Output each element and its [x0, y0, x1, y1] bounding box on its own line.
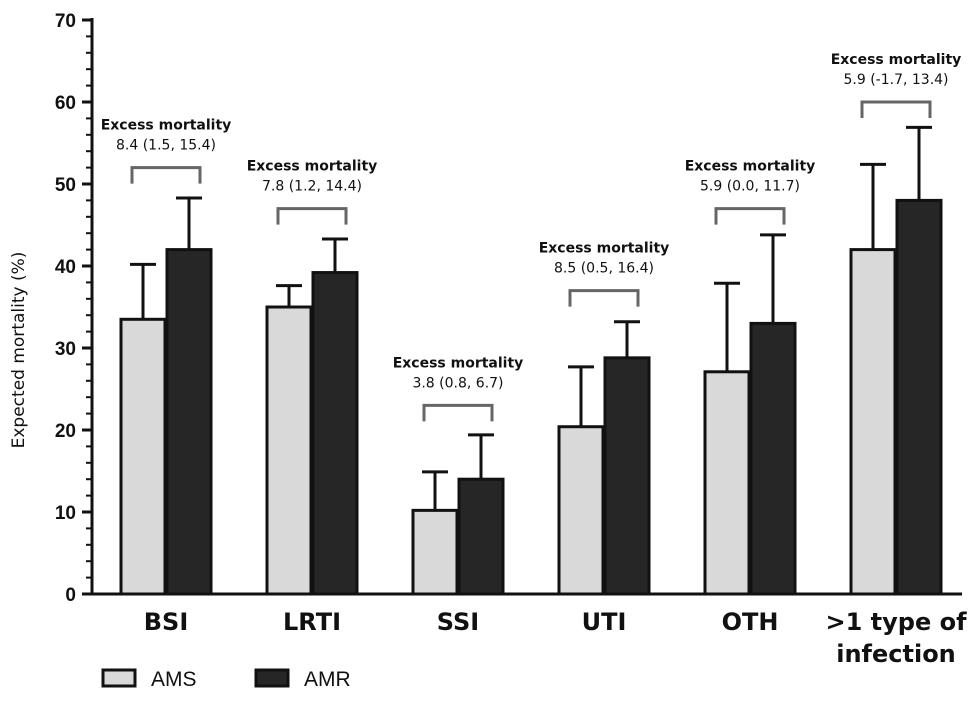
x-tick-label: infection — [836, 640, 956, 668]
y-tick-label: 50 — [55, 175, 76, 196]
excess-mortality-title: Excess mortality — [685, 159, 816, 175]
excess-mortality-value: 3.8 (0.8, 6.7) — [412, 375, 503, 391]
bar-amr — [895, 198, 943, 596]
y-tick-label: 30 — [55, 339, 76, 360]
bar-amr — [311, 271, 359, 596]
excess-mortality-title: Excess mortality — [393, 355, 524, 371]
bar-ams — [557, 425, 605, 596]
excess-mortality-bracket — [860, 100, 932, 118]
excess-mortality-title: Excess mortality — [539, 241, 670, 257]
excess-mortality-title: Excess mortality — [101, 118, 232, 134]
bar-amr — [457, 477, 505, 596]
x-tick-label: UTI — [582, 608, 627, 636]
bar-ams — [265, 305, 313, 596]
annotations: 8.4 (1.5, 15.4) Excess mortality 7.8 (1.2,… — [101, 52, 962, 422]
x-tick-label: OTH — [722, 608, 779, 636]
y-tick-label: 10 — [55, 503, 76, 524]
y-tick-label: 60 — [55, 93, 76, 114]
excess-mortality-bracket — [568, 289, 640, 307]
excess-mortality-value: 8.5 (0.5, 16.4) — [554, 261, 654, 277]
bar-ams — [119, 317, 167, 596]
legend-label-ams: AMS — [151, 668, 197, 691]
excess-mortality-title: Excess mortality — [247, 159, 378, 175]
excess-mortality-value: 5.9 (0.0, 11.7) — [700, 179, 800, 195]
bar-amr — [603, 356, 651, 596]
bar-ams — [411, 508, 459, 596]
bar-ams — [703, 370, 751, 596]
excess-mortality-bracket — [714, 207, 786, 225]
bar-amr — [165, 248, 213, 596]
x-tick-label: LRTI — [283, 608, 341, 636]
excess-mortality-bracket — [276, 207, 348, 225]
excess-mortality-title: Excess mortality — [831, 52, 962, 68]
y-tick-label: 20 — [55, 421, 76, 442]
bar-amr — [749, 321, 797, 596]
excess-mortality-value: 8.4 (1.5, 15.4) — [116, 138, 216, 154]
excess-mortality-bracket — [130, 166, 202, 184]
excess-mortality-value: 5.9 (-1.7, 13.4) — [843, 72, 948, 88]
excess-mortality-value: 7.8 (1.2, 14.4) — [262, 179, 362, 195]
bars — [119, 125, 943, 596]
x-axis-labels: BSI LRTI SSI UTI OTH >1 type of infection — [144, 608, 967, 668]
legend-swatch-amr — [254, 668, 290, 688]
y-tick-label: 0 — [65, 585, 76, 606]
y-tick-label: 70 — [55, 11, 76, 32]
bar-ams — [849, 248, 897, 596]
y-axis-title: Expected mortality (%) — [9, 252, 29, 449]
legend-swatch-ams — [101, 668, 137, 688]
x-tick-label: BSI — [144, 608, 189, 636]
legend-label-amr: AMR — [304, 668, 351, 691]
legend: AMS AMR — [101, 668, 351, 691]
y-tick-label: 40 — [55, 257, 76, 278]
x-tick-label: SSI — [437, 608, 479, 636]
excess-mortality-bracket — [422, 403, 494, 422]
x-tick-label: >1 type of — [825, 608, 967, 636]
axes: 0 10 20 30 40 50 60 70 — [55, 11, 962, 606]
